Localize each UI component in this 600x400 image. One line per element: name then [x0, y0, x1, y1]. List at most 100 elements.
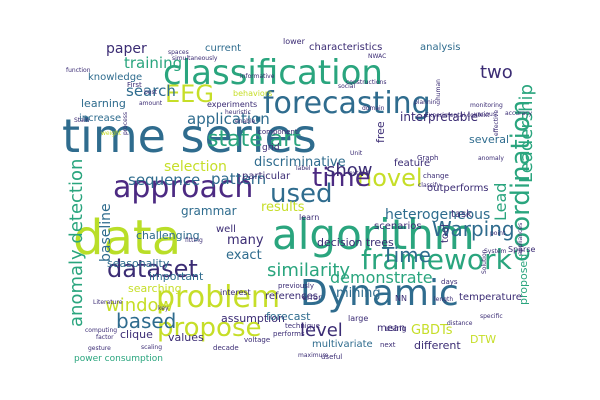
word-learn: learn: [299, 213, 319, 222]
word-assumption: assumption: [221, 312, 285, 325]
word-values: values: [168, 331, 204, 344]
word-well: well: [216, 224, 236, 235]
word-temperature: temperature: [459, 292, 522, 303]
word-label: label: [296, 165, 311, 172]
word-using: using: [385, 324, 407, 333]
word-days: days: [441, 278, 458, 286]
word-training: training: [124, 54, 182, 72]
word-social: social: [338, 83, 355, 90]
word-various: various: [474, 111, 496, 118]
word-dynamic: Dynamic: [300, 273, 459, 314]
word-characteristics: characteristics: [309, 42, 382, 53]
word-based: based: [116, 309, 176, 333]
word-eeg: EEG: [165, 80, 214, 108]
word-planning: planning: [414, 99, 440, 106]
word-task: task: [451, 209, 472, 220]
word-unit: Unit: [350, 150, 363, 157]
word-time: Time: [381, 243, 431, 267]
word-analysis: analysis: [420, 42, 461, 53]
word-decision-trees: decision trees: [317, 236, 394, 249]
word-time-series: time series: [62, 109, 317, 163]
word-gbdts: GBDTs: [411, 323, 453, 338]
word-anomaly-detection: anomaly detection: [66, 159, 87, 327]
word-demonstrate: demonstrate: [330, 268, 433, 287]
word-function: function: [66, 67, 91, 74]
word-amount: amount: [139, 100, 163, 107]
word-technique: technique: [285, 322, 320, 330]
word-heterogeneous: heterogeneous: [385, 207, 490, 223]
word-literature: Literature: [93, 299, 123, 306]
word-enable: enable: [235, 118, 256, 125]
word-monitoring: monitoring: [470, 102, 503, 109]
word-fitting: fitting: [185, 237, 203, 244]
word-informative: informative: [240, 73, 275, 80]
word-knowledge: knowledge: [88, 72, 142, 83]
word-searching: searching: [128, 282, 182, 295]
word-warping: Warping: [432, 217, 515, 241]
word-forecast: forecast: [266, 310, 311, 323]
word-decade: decade: [213, 344, 239, 352]
word-outperforms: outperforms: [427, 183, 489, 194]
word-point: point: [490, 230, 506, 237]
word-change: change: [423, 172, 449, 180]
word-simultaneously: simultaneously: [172, 55, 218, 62]
word-appliances: appliances: [517, 223, 524, 255]
word-large: large: [348, 314, 368, 323]
word-important: important: [149, 270, 204, 283]
word-pattern: pattern: [211, 170, 266, 188]
word-weight: weight: [101, 130, 122, 137]
word-extend: extend: [349, 170, 370, 177]
word-experiments: experiments: [207, 100, 257, 109]
word-specific: specific: [480, 313, 503, 320]
word-distance: distance: [447, 320, 473, 327]
word-clique: clique: [120, 328, 153, 341]
word-key: key: [158, 305, 169, 312]
word-baseline: baseline: [98, 203, 114, 262]
word-many: many: [227, 233, 264, 248]
word-problem: problem: [156, 280, 280, 315]
word-classification: classification: [163, 53, 383, 93]
word-algorithm: algorithm: [272, 210, 475, 259]
word-accuracy: accuracy: [505, 110, 533, 117]
word-scaling: scaling: [141, 344, 162, 351]
word-experimental-context: Experimental context: [425, 112, 490, 119]
word-domain: domain: [362, 105, 385, 112]
word-power-consumption: power consumption: [74, 354, 163, 364]
word-first: First: [127, 81, 142, 89]
word-effective: effective: [493, 110, 500, 136]
word-selection: selection: [164, 159, 227, 175]
word-factor: factor: [96, 334, 114, 341]
word-state-art: state art: [207, 127, 301, 152]
word-framework: framework: [361, 243, 513, 276]
word-application: application: [187, 110, 270, 128]
word-similarity: similarity: [267, 260, 350, 281]
word-system: System: [484, 248, 507, 255]
word-data: data: [73, 210, 181, 266]
word-computing: computing: [85, 327, 117, 334]
word-multivariate: multivariate: [312, 339, 373, 350]
word-window: window: [105, 295, 173, 316]
word-best: best: [144, 89, 158, 96]
word-dtw: DTW: [470, 333, 496, 346]
word-results: results: [261, 200, 305, 215]
word-leadership: Leadership: [516, 84, 537, 183]
word-sequence: sequence: [128, 171, 200, 189]
word-previously: previously: [278, 282, 314, 290]
word-paper: paper: [106, 41, 147, 57]
word-current: current: [205, 43, 241, 54]
word-increase: increase: [79, 113, 121, 124]
word-next: next: [380, 341, 396, 349]
word-spaces: spaces: [168, 49, 189, 56]
word-two: two: [480, 62, 513, 83]
word-different: different: [414, 339, 461, 352]
word-level: level: [300, 320, 343, 341]
word-mining: mining: [336, 286, 381, 301]
word-solution: Solution: [481, 249, 488, 274]
word-search: search: [126, 82, 176, 100]
word-sparse: Sparse: [508, 245, 536, 254]
word-voltage: voltage: [244, 336, 270, 344]
word-useful: useful: [321, 353, 342, 361]
word-proposed: proposed: [517, 254, 530, 305]
word-free: free: [374, 121, 387, 143]
